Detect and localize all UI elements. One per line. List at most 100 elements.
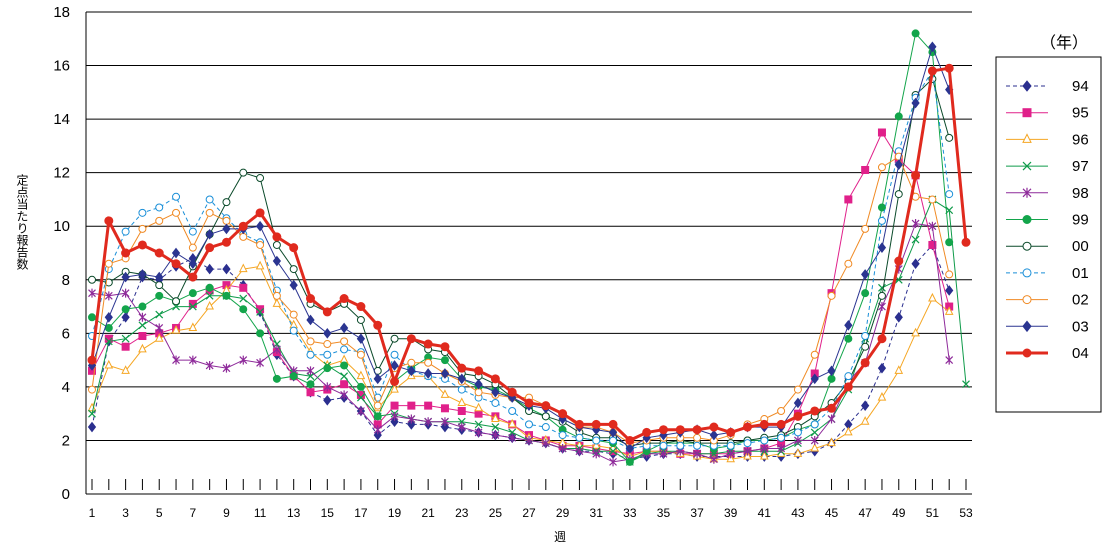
data-point bbox=[390, 383, 399, 393]
data-point bbox=[256, 358, 265, 368]
data-point bbox=[709, 422, 719, 432]
data-point bbox=[272, 255, 282, 267]
x-tick-label: 37 bbox=[690, 506, 704, 520]
data-point bbox=[675, 425, 685, 435]
data-point bbox=[962, 380, 970, 389]
data-point bbox=[88, 288, 96, 298]
data-point bbox=[507, 418, 517, 428]
data-point bbox=[457, 385, 466, 394]
data-point bbox=[255, 260, 265, 270]
x-tick-label: 49 bbox=[892, 506, 906, 520]
data-point bbox=[894, 365, 904, 374]
data-point bbox=[138, 269, 147, 280]
legend-label: 03 bbox=[1072, 318, 1089, 335]
data-point bbox=[558, 409, 568, 419]
series-line bbox=[91, 155, 950, 444]
data-point bbox=[810, 350, 819, 359]
data-point bbox=[272, 291, 281, 300]
legend-label: 04 bbox=[1072, 345, 1089, 362]
data-point bbox=[88, 409, 96, 418]
data-point bbox=[945, 270, 954, 279]
data-point bbox=[625, 443, 634, 454]
data-point bbox=[104, 311, 113, 323]
data-point bbox=[945, 190, 954, 199]
data-point bbox=[945, 238, 954, 247]
data-point bbox=[457, 422, 466, 432]
y-tick-label: 2 bbox=[62, 432, 70, 449]
data-point bbox=[575, 433, 584, 442]
data-point bbox=[558, 431, 567, 440]
data-point bbox=[272, 298, 282, 307]
data-point bbox=[608, 419, 618, 429]
data-point bbox=[810, 420, 819, 429]
x-tick-label: 47 bbox=[858, 506, 872, 520]
data-point bbox=[239, 283, 248, 292]
legend-label: 96 bbox=[1072, 131, 1089, 148]
data-point bbox=[188, 355, 197, 365]
data-point bbox=[104, 337, 113, 346]
data-point bbox=[474, 420, 483, 429]
x-tick-label: 33 bbox=[623, 506, 637, 520]
data-point bbox=[121, 248, 131, 258]
data-point bbox=[171, 325, 181, 334]
data-point bbox=[491, 423, 500, 431]
legend-item-98: 98 bbox=[1006, 185, 1089, 202]
data-point bbox=[760, 436, 769, 445]
data-point bbox=[121, 305, 130, 314]
data-point bbox=[138, 208, 147, 217]
data-point bbox=[121, 311, 130, 323]
data-point bbox=[172, 208, 181, 217]
data-point bbox=[407, 401, 416, 410]
data-point bbox=[356, 370, 366, 380]
data-point bbox=[911, 97, 920, 109]
data-point bbox=[323, 382, 332, 392]
data-point bbox=[507, 387, 517, 397]
data-point bbox=[911, 29, 920, 38]
data-point bbox=[205, 195, 214, 204]
series-98 bbox=[88, 219, 954, 467]
data-point bbox=[810, 428, 819, 437]
data-point bbox=[944, 63, 954, 73]
data-point bbox=[339, 294, 349, 304]
data-point bbox=[171, 259, 181, 269]
data-point bbox=[373, 401, 382, 410]
data-point bbox=[188, 289, 197, 298]
data-point bbox=[255, 208, 265, 218]
data-point bbox=[138, 343, 147, 353]
legend-item-99: 99 bbox=[1006, 212, 1089, 229]
data-point bbox=[121, 365, 130, 374]
data-point bbox=[289, 265, 298, 274]
data-point bbox=[104, 291, 113, 301]
legend-label: 95 bbox=[1072, 105, 1089, 122]
data-point bbox=[188, 227, 197, 236]
data-point bbox=[222, 363, 231, 373]
data-point bbox=[356, 393, 365, 402]
data-point bbox=[659, 441, 668, 450]
series-04 bbox=[87, 63, 971, 445]
data-point bbox=[878, 283, 886, 292]
data-point bbox=[121, 227, 130, 236]
data-point bbox=[1022, 133, 1032, 143]
data-point bbox=[222, 198, 231, 207]
data-point bbox=[255, 220, 265, 232]
data-point bbox=[827, 291, 836, 300]
data-point bbox=[373, 429, 382, 441]
data-point bbox=[440, 389, 450, 398]
data-point bbox=[390, 334, 399, 343]
data-point bbox=[440, 404, 449, 413]
data-point bbox=[238, 221, 248, 231]
x-tick-label: 17 bbox=[354, 506, 368, 520]
data-point bbox=[121, 271, 130, 283]
data-point bbox=[87, 355, 97, 365]
data-point bbox=[861, 269, 870, 280]
x-tick-label: 19 bbox=[388, 506, 402, 520]
data-point bbox=[474, 427, 483, 437]
data-point bbox=[221, 237, 231, 247]
data-point bbox=[844, 426, 853, 436]
data-point bbox=[861, 400, 870, 411]
data-point bbox=[877, 362, 887, 374]
axes bbox=[85, 12, 972, 495]
x-tick-label: 43 bbox=[791, 506, 805, 520]
data-point bbox=[424, 401, 433, 410]
data-point bbox=[306, 314, 315, 326]
